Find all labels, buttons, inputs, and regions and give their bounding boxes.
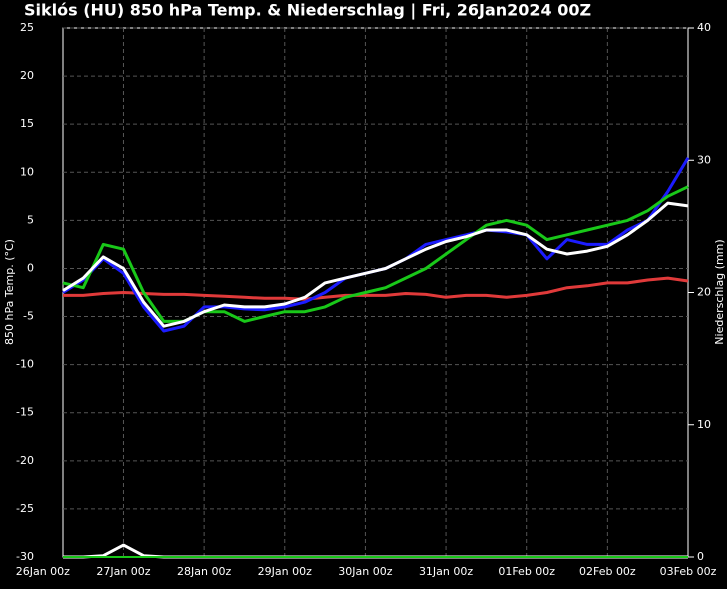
- y-tick-label: -20: [16, 454, 34, 467]
- y2-tick-label: 10: [697, 418, 711, 431]
- y2-axis-label: Niederschlag (mm): [713, 239, 726, 344]
- y-axis-label: 850 hPa Temp. (°C): [3, 239, 16, 345]
- y-tick-label: -5: [23, 310, 34, 323]
- series-line: [63, 276, 689, 301]
- y-tick-label: -15: [16, 406, 34, 419]
- y-tick-label: 20: [20, 69, 34, 82]
- y-tick-label: 25: [20, 21, 34, 34]
- y-tick-label: -30: [16, 550, 34, 563]
- y2-tick-label: 30: [697, 153, 711, 166]
- x-tick-label: 03Feb 00z: [660, 565, 717, 578]
- x-tick-label: 27Jan 00z: [96, 565, 150, 578]
- x-tick-label: 30Jan 00z: [338, 565, 392, 578]
- x-tick-label: 01Feb 00z: [498, 565, 555, 578]
- y-tick-label: 10: [20, 165, 34, 178]
- y-tick-label: 15: [20, 117, 34, 130]
- x-tick-label: 31Jan 00z: [419, 565, 473, 578]
- x-tick-label: 28Jan 00z: [177, 565, 231, 578]
- chart-title: Siklós (HU) 850 hPa Temp. & Niederschlag…: [24, 1, 591, 21]
- series-line: [62, 185, 689, 323]
- x-tick-label: 26Jan 00z: [16, 565, 70, 578]
- y-tick-label: -25: [16, 502, 34, 515]
- x-tick-label: 02Feb 00z: [579, 565, 636, 578]
- y-tick-label: 5: [27, 213, 34, 226]
- y2-tick-label: 40: [697, 21, 711, 34]
- x-tick-label: 29Jan 00z: [258, 565, 312, 578]
- y2-tick-label: 0: [697, 550, 704, 563]
- y2-tick-label: 20: [697, 286, 711, 299]
- series-line: [62, 201, 689, 328]
- y-tick-label: 0: [27, 261, 34, 274]
- y-tick-label: -10: [16, 358, 34, 371]
